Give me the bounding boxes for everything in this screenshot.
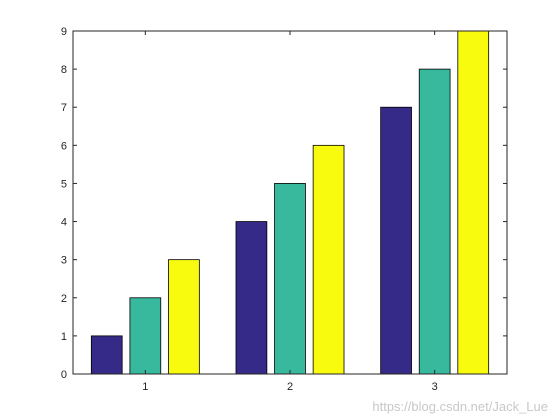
y-tick-label: 8 (61, 64, 67, 76)
bar-cat1-series1 (90, 335, 123, 375)
ticks-group: 1 2 3 0 1 2 3 4 5 6 7 8 9 (61, 26, 507, 393)
y-tick-label: 5 (61, 178, 67, 190)
watermark: https://blog.csdn.net/Jack_Lue (372, 399, 548, 414)
x-tick-label: 2 (287, 381, 293, 393)
bar-cat3-series1 (380, 106, 412, 375)
y-tick-label: 6 (61, 140, 67, 152)
y-tick-label: 3 (61, 255, 67, 267)
bars-group (90, 30, 490, 375)
y-tick-label: 1 (61, 331, 67, 343)
y-tick-label: 9 (61, 26, 67, 38)
bar-cat2-series1 (235, 221, 268, 375)
x-tick-label: 3 (432, 381, 438, 393)
y-tick-label: 7 (61, 102, 67, 114)
y-tick-label: 2 (61, 293, 67, 305)
bar-cat1-series3 (168, 259, 200, 375)
y-tick-label: 4 (61, 217, 67, 229)
bar-cat3-series3 (457, 30, 490, 375)
x-tick-label: 1 (142, 381, 148, 393)
bar-cat2-series3 (312, 144, 345, 375)
bar-cat2-series2 (274, 183, 306, 375)
y-tick-label: 0 (61, 369, 67, 381)
bar-cat3-series2 (418, 68, 451, 375)
bar-cat1-series2 (129, 297, 162, 375)
